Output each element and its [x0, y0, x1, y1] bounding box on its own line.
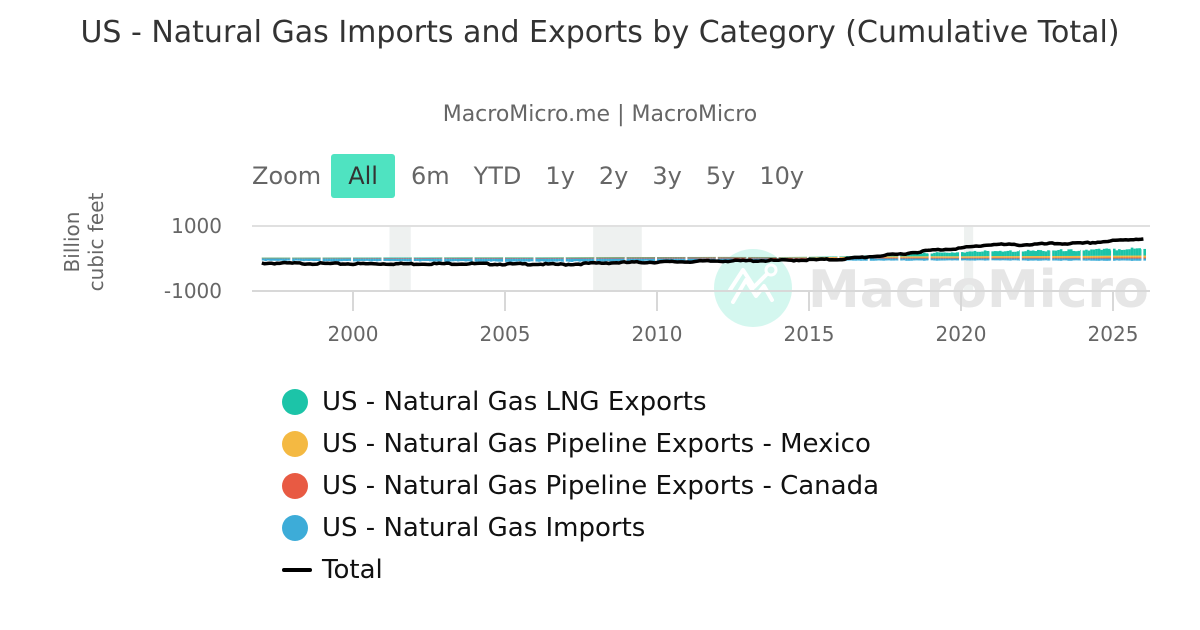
lng-exports-marker-icon — [282, 389, 308, 415]
range-selector: Zoom All 6m YTD 1y 2y 3y 5y 10y — [252, 154, 820, 198]
svg-text:2010: 2010 — [632, 322, 683, 346]
svg-text:2000: 2000 — [328, 322, 379, 346]
legend-item-lng-exports[interactable]: US - Natural Gas LNG Exports — [282, 381, 879, 423]
legend-label: US - Natural Gas Pipeline Exports - Mexi… — [322, 429, 871, 459]
total-line — [261, 237, 1144, 267]
range-button-all[interactable]: All — [331, 154, 395, 198]
legend-label: US - Natural Gas Pipeline Exports - Cana… — [322, 471, 880, 501]
chart-subtitle: MacroMicro.me | MacroMicro — [442, 102, 758, 127]
mexico-exports-marker-icon — [282, 431, 308, 457]
range-button-10y[interactable]: 10y — [759, 162, 805, 190]
legend-item-mexico-exports[interactable]: US - Natural Gas Pipeline Exports - Mexi… — [282, 423, 879, 465]
chart-title: US - Natural Gas Imports and Exports by … — [80, 15, 1120, 50]
svg-text:2005: 2005 — [480, 322, 531, 346]
imports-marker-icon — [282, 515, 308, 541]
range-button-6m[interactable]: 6m — [410, 162, 450, 190]
watermark-logo — [714, 249, 792, 327]
range-button-3y[interactable]: 3y — [652, 162, 682, 190]
legend-label: US - Natural Gas LNG Exports — [322, 387, 707, 417]
range-button-5y[interactable]: 5y — [705, 162, 736, 190]
grid-lines — [252, 225, 1150, 292]
legend-label: US - Natural Gas Imports — [322, 513, 646, 543]
x-axis-ticks: 2000 2005 2010 2015 2020 2025 — [328, 291, 1139, 346]
y-axis-ticks: 1000 -1000 — [164, 214, 222, 303]
range-button-ytd[interactable]: YTD — [473, 162, 522, 190]
svg-text:2015: 2015 — [784, 322, 835, 346]
svg-text:2020: 2020 — [936, 322, 987, 346]
legend-item-total[interactable]: Total — [282, 549, 879, 591]
svg-text:1000: 1000 — [171, 214, 222, 238]
legend: US - Natural Gas LNG Exports US - Natura… — [282, 381, 879, 591]
range-selector-label: Zoom — [252, 162, 322, 190]
legend-label: Total — [322, 555, 383, 585]
total-line-marker-icon — [282, 568, 312, 572]
svg-text:-1000: -1000 — [164, 279, 222, 303]
legend-item-imports[interactable]: US - Natural Gas Imports — [282, 507, 879, 549]
range-button-2y[interactable]: 2y — [598, 162, 629, 190]
canada-exports-marker-icon — [282, 473, 308, 499]
svg-text:2025: 2025 — [1088, 322, 1139, 346]
legend-item-canada-exports[interactable]: US - Natural Gas Pipeline Exports - Cana… — [282, 465, 879, 507]
range-button-1y[interactable]: 1y — [545, 162, 575, 190]
